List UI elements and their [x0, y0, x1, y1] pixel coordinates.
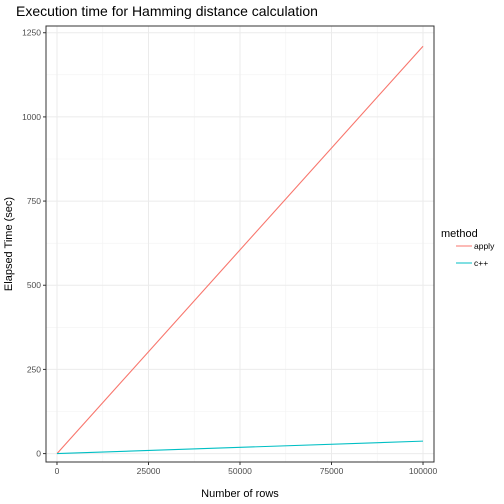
x-tick-label: 100000 — [409, 466, 438, 476]
legend-label-apply: apply — [474, 241, 495, 251]
y-tick-label: 250 — [27, 364, 41, 374]
y-tick-label: 0 — [36, 449, 41, 459]
legend: method apply c++ — [441, 228, 495, 268]
legend-label-cpp: c++ — [474, 258, 488, 268]
legend-title: method — [441, 228, 478, 240]
y-tick-label: 500 — [27, 280, 41, 290]
x-axis-title: Number of rows — [201, 488, 279, 500]
x-tick-label: 25000 — [137, 466, 161, 476]
x-tick-label: 75000 — [320, 466, 344, 476]
y-axis-title: Elapsed Time (sec) — [3, 197, 15, 291]
grid-major — [46, 26, 434, 462]
x-tick-label: 50000 — [228, 466, 252, 476]
series-layer — [56, 45, 424, 455]
chart-title: Execution time for Hamming distance calc… — [16, 3, 318, 19]
axis-ticks: 0 25000 50000 75000 100000 0 250 500 750 1000 1250 — [22, 28, 437, 476]
y-tick-label: 1000 — [22, 112, 41, 122]
y-tick-label: 750 — [27, 196, 41, 206]
y-tick-label: 1250 — [22, 28, 41, 38]
series-line-cpp — [56, 440, 424, 455]
series-line-apply — [56, 45, 424, 454]
x-tick-label: 0 — [55, 466, 60, 476]
